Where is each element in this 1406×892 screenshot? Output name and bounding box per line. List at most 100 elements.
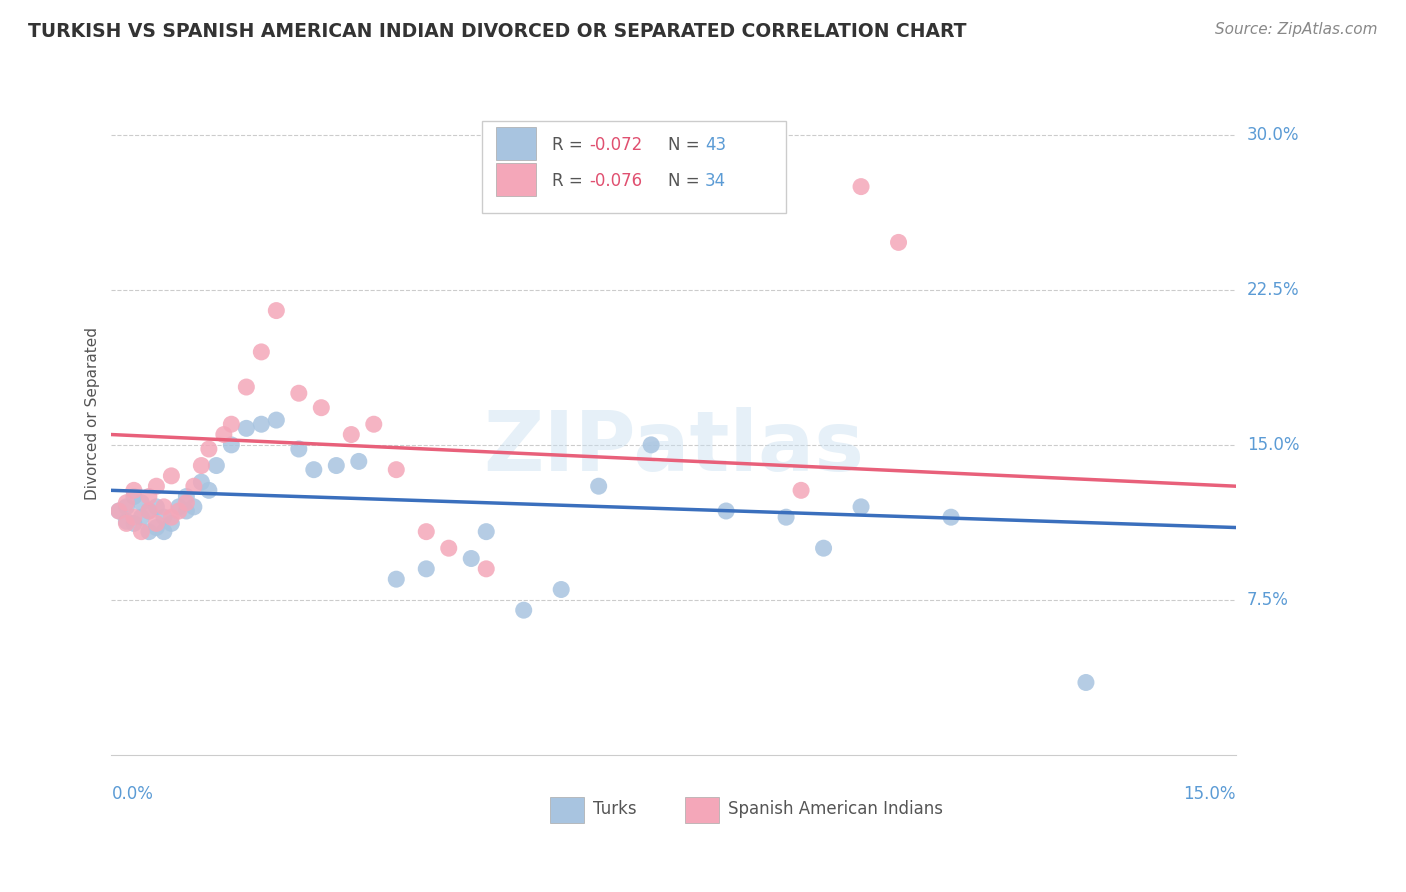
Point [640,438,662,452]
Point [385,572,408,586]
Point [176,504,198,518]
Text: Source: ZipAtlas.com: Source: ZipAtlas.com [1215,22,1378,37]
Point [153,510,176,524]
Point [145,520,167,534]
Point [138,524,160,539]
FancyBboxPatch shape [685,797,718,823]
Point [108,504,131,518]
Point [437,541,460,556]
Point [212,427,235,442]
Point [415,562,437,576]
Point [160,468,183,483]
Point [475,562,498,576]
FancyBboxPatch shape [482,120,786,213]
Point [167,504,190,518]
Point [131,524,153,539]
Point [250,345,273,359]
Point [221,417,243,432]
Point [311,401,333,415]
Point [1074,675,1097,690]
Point [176,490,198,504]
Point [153,500,176,514]
Point [415,524,437,539]
Point [250,417,273,432]
Point [160,510,183,524]
Point [588,479,610,493]
Text: 22.5%: 22.5% [1247,281,1299,299]
Text: 0.0%: 0.0% [111,785,153,804]
Point [115,500,138,514]
Point [115,496,138,510]
Text: 7.5%: 7.5% [1247,591,1289,609]
Point [266,303,288,318]
Point [939,510,962,524]
Text: -0.072: -0.072 [589,136,643,153]
Text: N =: N = [668,136,704,153]
Point [131,510,153,524]
Point [205,458,228,473]
Point [138,504,160,518]
Point [122,490,145,504]
Text: Turks: Turks [593,800,637,818]
Point [813,541,835,556]
Point [460,551,482,566]
Text: 34: 34 [706,171,727,190]
Text: 43: 43 [706,136,727,153]
Point [849,500,872,514]
Point [288,386,311,401]
Text: R =: R = [553,136,588,153]
Point [183,479,205,493]
Point [122,516,145,531]
Text: ZIPatlas: ZIPatlas [484,408,865,489]
Point [221,438,243,452]
Point [190,475,212,489]
Point [115,516,138,531]
Text: 15.0%: 15.0% [1247,436,1299,454]
Point [340,427,363,442]
Point [714,504,737,518]
Point [198,483,221,498]
Point [235,380,257,394]
Point [790,483,813,498]
Point [131,496,153,510]
Point [153,524,176,539]
Point [145,500,167,514]
Point [325,458,347,473]
Text: R =: R = [553,171,588,190]
Point [108,504,131,518]
Text: -0.076: -0.076 [589,171,643,190]
FancyBboxPatch shape [496,127,537,160]
Point [138,504,160,518]
Point [198,442,221,456]
Point [145,479,167,493]
Point [475,524,498,539]
Point [347,454,370,468]
FancyBboxPatch shape [496,163,537,195]
Point [145,516,167,531]
Point [190,458,212,473]
Point [288,442,311,456]
Point [176,496,198,510]
Text: N =: N = [668,171,704,190]
Y-axis label: Divorced or Separated: Divorced or Separated [86,327,100,500]
Text: 30.0%: 30.0% [1247,126,1299,144]
Point [183,500,205,514]
Text: Spanish American Indians: Spanish American Indians [728,800,942,818]
Point [167,500,190,514]
Point [122,510,145,524]
Point [512,603,534,617]
Text: TURKISH VS SPANISH AMERICAN INDIAN DIVORCED OR SEPARATED CORRELATION CHART: TURKISH VS SPANISH AMERICAN INDIAN DIVOR… [28,22,966,41]
Point [887,235,910,250]
Point [550,582,572,597]
Point [266,413,288,427]
FancyBboxPatch shape [550,797,583,823]
Point [160,516,183,531]
Point [302,463,325,477]
Point [849,179,872,194]
Point [235,421,257,435]
Point [385,463,408,477]
Point [775,510,797,524]
Point [138,490,160,504]
Point [122,483,145,498]
Point [363,417,385,432]
